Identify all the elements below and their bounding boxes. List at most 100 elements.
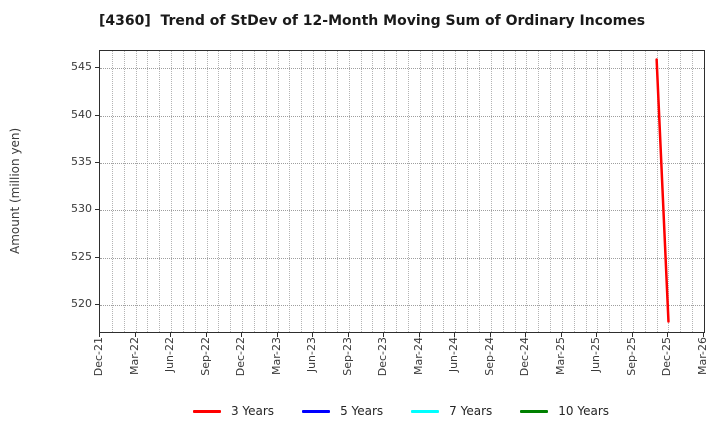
vertical-gridline [336, 51, 338, 332]
vertical-gridline [455, 51, 457, 332]
x-tick-label: Sep-22 [198, 337, 212, 376]
vertical-gridline [419, 51, 421, 332]
vertical-gridline [656, 51, 658, 332]
y-tick-mark [95, 67, 99, 69]
vertical-gridline [514, 51, 516, 332]
x-tick-mark [631, 332, 633, 337]
x-tick-label: Sep-23 [340, 337, 354, 376]
legend-item-5-years: 5 Years [302, 404, 383, 418]
y-tick-mark [95, 114, 99, 116]
x-tick-mark [560, 332, 562, 337]
x-tick-label: Sep-24 [482, 337, 496, 376]
x-tick-mark [489, 332, 491, 337]
vertical-gridline [242, 51, 244, 332]
x-tick-label: Mar-23 [269, 337, 283, 376]
horizontal-gridline [100, 257, 704, 259]
x-tick-label: Mar-26 [696, 337, 709, 376]
x-tick-label: Mar-22 [127, 337, 141, 376]
vertical-gridline [396, 51, 398, 332]
x-tick-mark [667, 332, 669, 337]
vertical-gridline [265, 51, 267, 332]
vertical-gridline [585, 51, 587, 332]
vertical-gridline [692, 51, 694, 332]
y-tick-mark [95, 209, 99, 211]
y-tick-mark [95, 162, 99, 164]
legend-label: 5 Years [340, 404, 384, 418]
y-tick-label: 540 [71, 107, 92, 121]
y-tick-label: 535 [71, 155, 92, 169]
vertical-gridline [431, 51, 433, 332]
legend-label: 10 Years [558, 404, 610, 418]
y-tick-label: 545 [71, 60, 92, 74]
y-tick-mark [95, 304, 99, 306]
horizontal-gridline [100, 305, 704, 307]
legend-line-swatch [192, 409, 221, 413]
vertical-gridline [644, 51, 646, 332]
vertical-gridline [159, 51, 161, 332]
x-tick-label: Dec-22 [234, 337, 248, 377]
y-tick-label: 525 [71, 249, 92, 263]
vertical-gridline [301, 51, 303, 332]
vertical-gridline [111, 51, 113, 332]
x-tick-mark [276, 332, 278, 337]
x-tick-label: Sep-25 [624, 337, 638, 376]
vertical-gridline [253, 51, 255, 332]
vertical-gridline [467, 51, 469, 332]
vertical-gridline [313, 51, 315, 332]
vertical-gridline [360, 51, 362, 332]
horizontal-gridline [100, 68, 704, 70]
vertical-gridline [384, 51, 386, 332]
vertical-gridline [171, 51, 173, 332]
x-tick-label: Dec-23 [376, 337, 390, 377]
series-plot [655, 58, 670, 323]
chart-title: [4360] Trend of StDev of 12-Month Moving… [98, 13, 646, 29]
vertical-gridline [277, 51, 279, 332]
vertical-gridline [550, 51, 552, 332]
vertical-gridline [206, 51, 208, 332]
vertical-gridline [443, 51, 445, 332]
vertical-gridline [526, 51, 528, 332]
y-tick-label: 520 [71, 297, 92, 311]
x-tick-label: Dec-25 [660, 337, 674, 377]
x-tick-mark [99, 332, 100, 337]
vertical-gridline [573, 51, 575, 332]
vertical-gridline [135, 51, 137, 332]
x-tick-mark [312, 332, 314, 337]
vertical-gridline [147, 51, 149, 332]
vertical-gridline [289, 51, 291, 332]
x-tick-label: Mar-25 [553, 337, 567, 376]
y-tick-label: 530 [71, 202, 92, 216]
x-tick-label: Jun-23 [305, 337, 319, 373]
horizontal-gridline [100, 163, 704, 165]
x-tick-mark [170, 332, 172, 337]
x-tick-mark [241, 332, 243, 337]
x-tick-mark [418, 332, 420, 337]
legend-line-swatch [302, 409, 331, 413]
legend: 3 Years 5 Years 7 Years 10 Years [99, 404, 703, 418]
x-tick-mark [454, 332, 456, 337]
vertical-gridline [407, 51, 409, 332]
legend-item-10-years: 10 Years [520, 404, 609, 418]
vertical-gridline [632, 51, 634, 332]
x-tick-mark [134, 332, 136, 337]
x-tick-label: Jun-25 [589, 337, 603, 373]
vertical-gridline [230, 51, 232, 332]
legend-line-swatch [520, 409, 549, 413]
vertical-gridline [194, 51, 196, 332]
y-tick-mark [95, 256, 99, 258]
legend-item-3-years: 3 Years [192, 404, 275, 418]
legend-line-swatch [411, 409, 440, 413]
y-axis-label: Amount (million yen) [8, 127, 22, 254]
x-tick-mark [383, 332, 385, 337]
vertical-gridline [561, 51, 563, 332]
legend-label: 7 Years [449, 404, 493, 418]
legend-label: 3 Years [230, 404, 275, 418]
vertical-gridline [502, 51, 504, 332]
vertical-gridline [123, 51, 125, 332]
x-tick-mark [703, 332, 704, 337]
vertical-gridline [490, 51, 492, 332]
vertical-gridline [348, 51, 350, 332]
vertical-gridline [372, 51, 374, 332]
x-tick-label: Jun-22 [163, 337, 177, 373]
